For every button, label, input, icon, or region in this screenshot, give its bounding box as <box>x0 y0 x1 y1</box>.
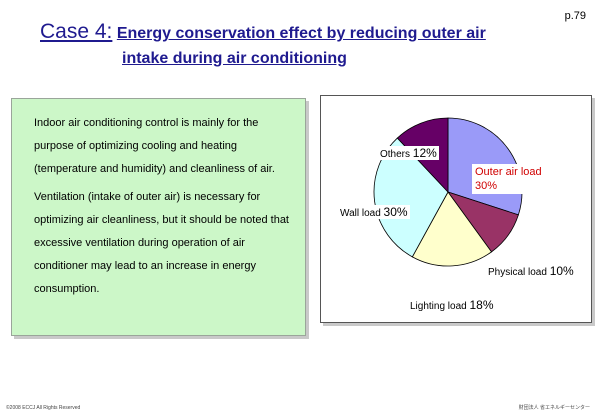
label-others: Others 12% <box>378 146 439 160</box>
slide-title-line-2: intake during air conditioning <box>122 50 347 67</box>
pie-slice-lighting-load <box>411 191 493 267</box>
label-outer-air-load: Outer air load 30% <box>472 164 545 194</box>
title-text: Energy conservation effect by reducing o… <box>116 25 486 42</box>
footer-organization: 財団法人 省エネルギーセンター <box>518 405 590 411</box>
paragraph-1: Indoor air conditioning control is mainl… <box>34 117 275 175</box>
label-physical-load: Physical load 10% <box>488 264 574 278</box>
case-label: Case 4: <box>40 20 113 43</box>
label-wall-load: Wall load 30% <box>338 205 410 219</box>
footer-copyright: ©2008 ECCJ All Rights Reserved <box>6 405 81 411</box>
page-number: p.79 <box>564 10 586 22</box>
description-box: Indoor air conditioning control is mainl… <box>11 98 306 336</box>
paragraph-2: Ventilation (intake of outer air) is nec… <box>34 191 289 295</box>
label-lighting-load: Lighting load 18% <box>410 298 494 312</box>
slide-title-line-1: Case 4: Energy conservation effect by re… <box>40 20 486 44</box>
